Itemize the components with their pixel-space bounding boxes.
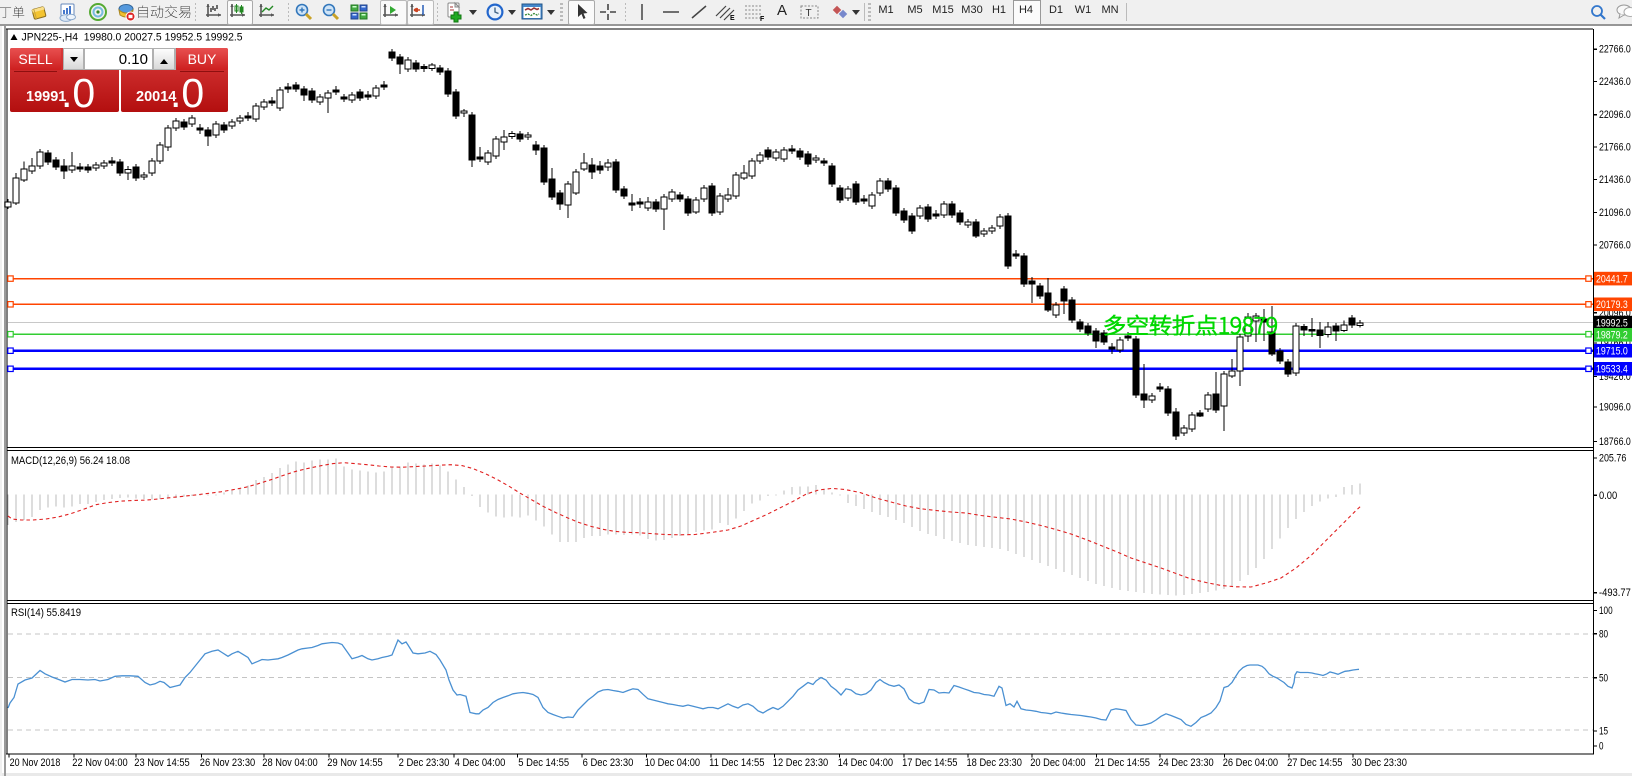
svg-text:0.00: 0.00 — [1599, 490, 1617, 502]
svg-text:12 Dec 23:30: 12 Dec 23:30 — [773, 757, 828, 769]
svg-text:19715.0: 19715.0 — [1596, 346, 1628, 358]
svg-text:20 Nov 2018: 20 Nov 2018 — [10, 757, 61, 769]
svg-text:20 Dec 04:00: 20 Dec 04:00 — [1030, 757, 1085, 769]
svg-text:18766.0: 18766.0 — [1599, 436, 1631, 448]
svg-text:22766.0: 22766.0 — [1599, 44, 1631, 56]
svg-text:4 Dec 04:00: 4 Dec 04:00 — [455, 757, 506, 769]
svg-text:19879.2: 19879.2 — [1596, 330, 1628, 342]
svg-text:20766.0: 20766.0 — [1599, 240, 1631, 252]
svg-text:29 Nov 14:55: 29 Nov 14:55 — [327, 757, 382, 769]
svg-text:24 Dec 23:30: 24 Dec 23:30 — [1158, 757, 1213, 769]
svg-text:T: T — [806, 8, 812, 19]
svg-text:10 Dec 04:00: 10 Dec 04:00 — [645, 757, 700, 769]
svg-text:205.76: 205.76 — [1599, 453, 1626, 465]
svg-text:19533.4: 19533.4 — [1596, 364, 1628, 376]
svg-text:JPN225-,H4 19980.0 20027.5 19: JPN225-,H4 19980.0 20027.5 19952.5 19992… — [22, 32, 243, 44]
svg-text:14 Dec 04:00: 14 Dec 04:00 — [838, 757, 893, 769]
svg-text:22436.0: 22436.0 — [1599, 76, 1631, 88]
svg-text:RSI(14) 55.8419: RSI(14) 55.8419 — [11, 607, 81, 619]
svg-text:19096.0: 19096.0 — [1599, 401, 1631, 413]
svg-text:5 Dec 14:55: 5 Dec 14:55 — [518, 757, 569, 769]
svg-text:21436.0: 21436.0 — [1599, 174, 1631, 186]
svg-text:26 Nov 23:30: 26 Nov 23:30 — [200, 757, 255, 769]
svg-text:11 Dec 14:55: 11 Dec 14:55 — [709, 757, 764, 769]
svg-text:22 Nov 04:00: 22 Nov 04:00 — [72, 757, 127, 769]
svg-text:MACD(12,26,9) 56.24 18.08: MACD(12,26,9) 56.24 18.08 — [11, 455, 130, 467]
svg-text:19992.5: 19992.5 — [1596, 317, 1628, 329]
svg-text:50: 50 — [1599, 672, 1608, 684]
svg-text:28 Nov 04:00: 28 Nov 04:00 — [262, 757, 317, 769]
svg-text:-493.77: -493.77 — [1599, 587, 1631, 599]
svg-text:E: E — [730, 15, 735, 22]
svg-text:21096.0: 21096.0 — [1599, 207, 1631, 219]
svg-text:100: 100 — [1599, 605, 1613, 617]
svg-text:F: F — [760, 16, 765, 22]
svg-text:2 Dec 23:30: 2 Dec 23:30 — [399, 757, 450, 769]
svg-text:21 Dec 14:55: 21 Dec 14:55 — [1095, 757, 1150, 769]
svg-text:17 Dec 14:55: 17 Dec 14:55 — [902, 757, 957, 769]
svg-text:20179.3: 20179.3 — [1596, 299, 1628, 311]
svg-text:80: 80 — [1599, 628, 1608, 640]
svg-text:23 Nov 14:55: 23 Nov 14:55 — [134, 757, 189, 769]
svg-text:0: 0 — [1599, 741, 1604, 753]
svg-text:21766.0: 21766.0 — [1599, 142, 1631, 154]
svg-text:26 Dec 04:00: 26 Dec 04:00 — [1223, 757, 1278, 769]
svg-text:27 Dec 14:55: 27 Dec 14:55 — [1287, 757, 1342, 769]
svg-text:20441.7: 20441.7 — [1596, 273, 1628, 285]
svg-text:30 Dec 23:30: 30 Dec 23:30 — [1352, 757, 1407, 769]
svg-text:18 Dec 23:30: 18 Dec 23:30 — [967, 757, 1022, 769]
svg-text:6 Dec 23:30: 6 Dec 23:30 — [583, 757, 634, 769]
svg-text:15: 15 — [1599, 726, 1608, 738]
svg-text:22096.0: 22096.0 — [1599, 109, 1631, 121]
